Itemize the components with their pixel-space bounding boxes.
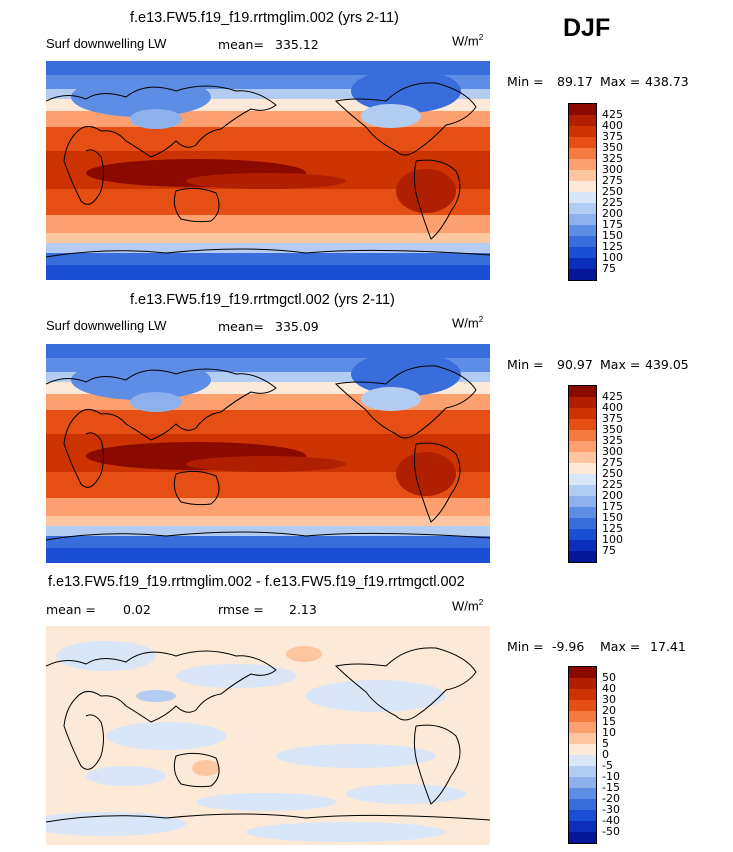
panel-3-max-label: Max =: [600, 639, 641, 654]
cbar-3-label: -50: [602, 825, 620, 838]
cbar-1-label: 200: [602, 207, 623, 220]
panel-1-max-value: 438.73: [645, 74, 689, 89]
cbar-2-label: 200: [602, 489, 623, 502]
cbar-1-label: 275: [602, 174, 623, 187]
cbar-1-label: 225: [602, 196, 623, 209]
panel-3-min-label: Min =: [507, 639, 544, 654]
panel-1-min-label: Min =: [507, 74, 544, 89]
panel-3-mean-value: 0.02: [123, 602, 151, 617]
cbar-3-label: -5: [602, 759, 613, 772]
panel-3-rmse-value: 2.13: [289, 602, 317, 617]
cbar-1-label: 250: [602, 185, 623, 198]
cbar-2-label: 275: [602, 456, 623, 469]
cbar-1-label: 325: [602, 152, 623, 165]
cbar-3-label: 50: [602, 671, 616, 684]
cbar-1-label: 400: [602, 119, 623, 132]
panel-1-mean-value: 335.12: [275, 37, 319, 52]
cbar-3-label: 15: [602, 715, 616, 728]
panel-1-title: f.e13.FW5.f19_f19.rrtmglim.002 (yrs 2-11…: [130, 10, 399, 26]
cbar-3-label: -10: [602, 770, 620, 783]
panel-1-colorbar: [568, 103, 597, 281]
panel-3-title: f.e13.FW5.f19_f19.rrtmglim.002 - f.e13.F…: [48, 574, 465, 590]
cbar-3-label: 30: [602, 693, 616, 706]
cbar-3-label: -15: [602, 781, 620, 794]
cbar-1-label: 125: [602, 240, 623, 253]
cbar-1-label: 150: [602, 229, 623, 242]
cbar-1-label: 100: [602, 251, 623, 264]
cbar-2-label: 350: [602, 423, 623, 436]
panel-2-mean-label: mean=: [218, 319, 264, 334]
panel-3-rmse-label: rmse =: [218, 602, 264, 617]
cbar-3-label: 0: [602, 748, 609, 761]
cbar-1-label: 375: [602, 130, 623, 143]
cbar-2-label: 100: [602, 533, 623, 546]
panel-2-title: f.e13.FW5.f19_f19.rrtmgctl.002 (yrs 2-11…: [130, 292, 395, 308]
panel-1-map-svg: [46, 61, 490, 280]
cbar-3-label: 10: [602, 726, 616, 739]
panel-2-max-value: 439.05: [645, 357, 689, 372]
cbar-1-label: 75: [602, 262, 616, 275]
cbar-2-label: 75: [602, 544, 616, 557]
cbar-3-label: -40: [602, 814, 620, 827]
cbar-3-label: 5: [602, 737, 609, 750]
cbar-3-label: -20: [602, 792, 620, 805]
cbar-2-label: 425: [602, 390, 623, 403]
cbar-2-label: 400: [602, 401, 623, 414]
cbar-2-label: 225: [602, 478, 623, 491]
panel-1-min-value: 89.17: [557, 74, 593, 89]
panel-2-map: [46, 344, 490, 563]
panel-1-mean-label: mean=: [218, 37, 264, 52]
panel-3-colorbar: [568, 666, 597, 844]
panel-2-min-value: 90.97: [557, 357, 593, 372]
panel-1-max-label: Max =: [600, 74, 641, 89]
cbar-2-label: 250: [602, 467, 623, 480]
panel-3-max-value: 17.41: [650, 639, 686, 654]
coastlines: [46, 647, 490, 823]
panel-2-map-svg: [46, 344, 490, 563]
cbar-3-label: 20: [602, 704, 616, 717]
cbar-3-label: 40: [602, 682, 616, 695]
cbar-2-label: 300: [602, 445, 623, 458]
cbar-1-label: 175: [602, 218, 623, 231]
cbar-2-label: 175: [602, 500, 623, 513]
panel-3-units: W/m2: [452, 598, 484, 614]
season-label: DJF: [563, 14, 611, 42]
panel-3-map-svg: [46, 626, 490, 845]
panel-3-mean-label: mean =: [46, 602, 96, 617]
panel-3-min-value: -9.96: [552, 639, 585, 654]
cbar-1-label: 350: [602, 141, 623, 154]
cbar-2-label: 325: [602, 434, 623, 447]
panel-2-min-label: Min =: [507, 357, 544, 372]
panel-1-units: W/m2: [452, 33, 484, 49]
cbar-2-label: 150: [602, 511, 623, 524]
panel-3-map: [46, 626, 490, 845]
panel-1-variable: Surf downwelling LW: [46, 36, 167, 51]
panel-2-mean-value: 335.09: [275, 319, 319, 334]
cbar-2-label: 125: [602, 522, 623, 535]
panel-2-colorbar: [568, 385, 597, 563]
coastlines: [46, 365, 490, 541]
panel-2-max-label: Max =: [600, 357, 641, 372]
cbar-2-label: 375: [602, 412, 623, 425]
coastlines: [46, 82, 490, 258]
cbar-1-label: 425: [602, 108, 623, 121]
panel-2-variable: Surf downwelling LW: [46, 318, 167, 333]
cbar-1-label: 300: [602, 163, 623, 176]
panel-2-units: W/m2: [452, 315, 484, 331]
panel-1-map: [46, 61, 490, 280]
cbar-3-label: -30: [602, 803, 620, 816]
